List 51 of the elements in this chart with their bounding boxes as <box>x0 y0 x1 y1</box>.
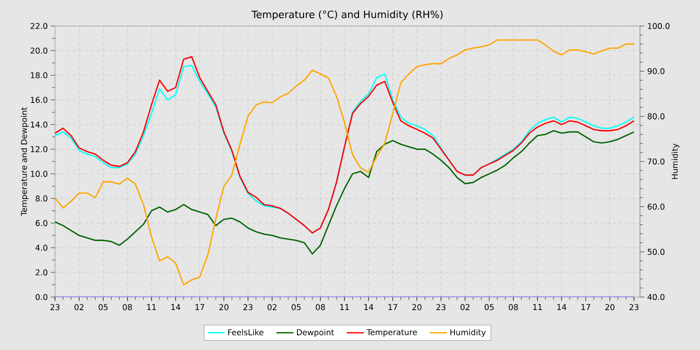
x-tick-label: 05 <box>292 304 301 310</box>
x-tick-label: 11 <box>340 304 349 310</box>
x-tick-label: 20 <box>605 304 614 310</box>
y-tick-label: 12.0 <box>30 146 48 152</box>
y-tick-label: 10.0 <box>30 170 48 177</box>
y2-tick-label: 100.0 <box>648 22 670 30</box>
x-tick-label: 17 <box>196 304 204 310</box>
x-tick-label: 17 <box>388 304 398 310</box>
x-tick-label: 23 <box>436 304 446 310</box>
x-tick-label: 08 <box>508 304 518 310</box>
x-tick-label: 05 <box>98 304 108 310</box>
legend-label: Temperature <box>366 329 417 337</box>
legend-label: FeelsLike <box>228 329 264 336</box>
y2-tick-label: 80.0 <box>648 113 664 120</box>
x-tick-label: 14 <box>364 304 374 310</box>
y2-tick-label: 60.0 <box>648 204 664 210</box>
x-tick-label: 08 <box>316 304 325 310</box>
legend-label: Dewpoint <box>296 329 334 337</box>
y-tick-label: 20.0 <box>30 48 48 54</box>
y2-tick-label: 50.0 <box>648 248 664 255</box>
x-tick-label: 23 <box>629 304 638 310</box>
x-tick-label: 20 <box>412 304 422 310</box>
chart-title: Temperature (°C) and Humidity (RH%) <box>252 10 443 20</box>
x-tick-label: 23 <box>50 304 60 310</box>
y2-axis-title: Humidity <box>672 144 680 179</box>
y-tick-label: 0.0 <box>36 294 48 300</box>
y-tick-label: 18.0 <box>30 72 48 78</box>
x-tick-label: 11 <box>147 304 156 310</box>
x-tick-label: 02 <box>460 304 470 310</box>
y-tick-label: 16.0 <box>30 96 48 103</box>
y2-tick-label: 90.0 <box>648 68 664 74</box>
x-tick-label: 08 <box>122 304 132 310</box>
y-tick-label: 6.0 <box>36 220 48 226</box>
y2-tick-label: 70.0 <box>648 158 664 165</box>
x-tick-label: 14 <box>171 304 180 310</box>
y-axis-title: Temperature and Dewpoint <box>20 107 29 216</box>
y-tick-label: 4.0 <box>36 244 48 251</box>
x-tick-label: 14 <box>557 304 566 310</box>
x-tick-label: 11 <box>533 304 542 310</box>
y2-tick-label: 40.0 <box>648 294 664 300</box>
legend-label: Humidity <box>450 329 486 337</box>
y-tick-label: 22.0 <box>30 22 48 30</box>
y-tick-label: 14.0 <box>30 122 48 128</box>
y-tick-label: 8.0 <box>36 195 48 202</box>
x-tick-label: 05 <box>484 304 494 310</box>
x-tick-label: 02 <box>74 304 84 310</box>
y-tick-label: 2.0 <box>36 269 48 276</box>
x-tick-label: 23 <box>243 304 252 310</box>
x-tick-label: 02 <box>268 304 276 310</box>
x-tick-label: 17 <box>582 304 590 310</box>
x-tick-label: 20 <box>219 304 228 310</box>
